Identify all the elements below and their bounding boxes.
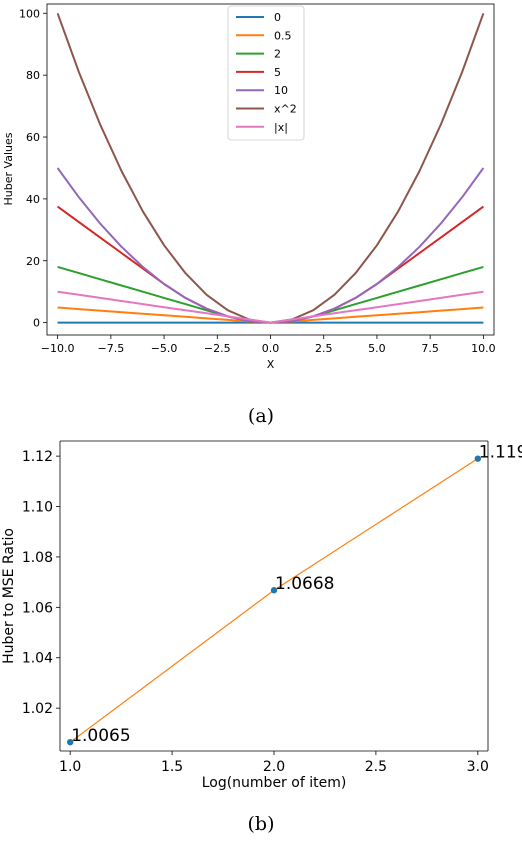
ratio-line [69,458,479,743]
x-tick-label: −2.5 [204,342,231,355]
y-tick-label: 1.12 [22,449,53,465]
legend-label-3: 5 [274,66,281,79]
legend-label-4: 10 [274,84,288,97]
y-tick-label: 1.08 [22,550,53,566]
x-tick-label: 0.0 [262,342,280,355]
x-tick-label: 7.5 [421,342,439,355]
x-tick-label: 1.0 [59,759,81,775]
caption-b: (b) [248,813,275,835]
y-tick-label: 60 [26,131,40,144]
x-tick-label: −10.0 [41,342,75,355]
panel-b-x-ticks: 1.0 1.5 2.0 2.5 3.0 [59,751,489,775]
legend-box [227,5,305,141]
x-tick-label: 10.0 [471,342,496,355]
y-tick-label: 1.10 [22,500,53,516]
caption-a: (a) [248,405,274,427]
panel-a-x-axis-label: X [267,358,275,371]
panel-b-series-group: 1.0065 1.0668 1.119 [66,443,522,746]
y-tick-label: 1.02 [22,701,53,717]
y-tick-label: 20 [26,255,40,268]
panel-a-legend: 0 0.5 2 5 10 x^2 |x| [227,5,305,141]
y-tick-label: 0 [33,317,40,330]
legend-label-0: 0 [274,11,281,24]
data-point-marker [474,455,482,462]
y-tick-label: 100 [19,7,40,20]
y-tick-label: 1.06 [22,600,53,616]
panel-b-y-ticks: 1.02 1.04 1.06 1.08 1.10 1.12 [22,449,60,717]
y-tick-label: 1.04 [22,651,53,667]
y-tick-label: 40 [26,193,40,206]
x-tick-label: −5.0 [151,342,178,355]
panel-a-huber-chart: −10.0 −7.5 −5.0 −2.5 0.0 2.5 5.0 7.5 10.0 020406… [2,3,496,371]
data-point-marker [66,738,74,746]
legend-label-1: 0.5 [274,29,292,42]
x-tick-label: 2.5 [315,342,333,355]
x-tick-label: 1.5 [161,759,183,775]
data-point-marker [270,587,278,594]
x-tick-label: 2.0 [263,759,285,775]
legend-label-2: 2 [274,48,281,61]
x-tick-label: 3.0 [467,759,489,775]
data-point-label: 1.0668 [275,574,334,594]
x-tick-label: 2.5 [365,759,387,775]
panel-b-y-axis-label: Huber to MSE Ratio [1,528,17,664]
legend-label-6: |x| [274,121,288,134]
panel-b-x-axis-label: Log(number of item) [202,775,347,791]
panel-a-series-group [56,12,485,324]
x-tick-label: 5.0 [368,342,386,355]
y-tick-label: 80 [26,69,40,82]
data-point-label: 1.119 [479,443,522,463]
panel-b-ratio-chart: 1.0 1.5 2.0 2.5 3.0 1.02 1.04 1.06 1.08 1.10 1.12… [1,440,522,791]
series-line-6 [57,290,484,324]
data-point-label: 1.0065 [71,726,130,746]
panel-a-x-ticks: −10.0 −7.5 −5.0 −2.5 0.0 2.5 5.0 7.5 10.0 [41,335,496,355]
legend-label-5: x^2 [274,103,297,116]
panel-a-y-ticks: 0 20 40 60 80 100 [19,7,47,330]
panel-a-y-axis-label: Huber Values [2,132,15,205]
x-tick-label: −7.5 [97,342,124,355]
